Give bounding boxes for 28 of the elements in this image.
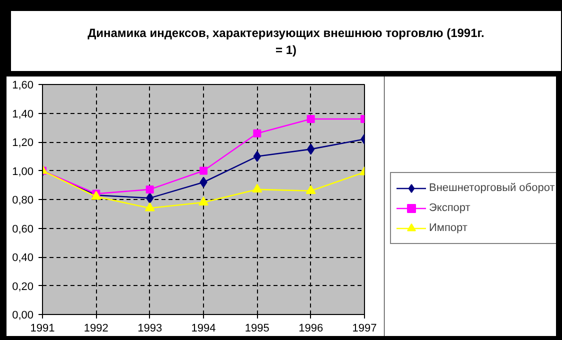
legend-label: Внешнеторговый оборот	[429, 181, 555, 195]
point	[253, 129, 262, 138]
point	[198, 196, 208, 206]
x-tick-label: 1994	[191, 322, 216, 334]
y-tick-label: 1,20	[12, 137, 34, 149]
point	[144, 202, 155, 212]
chart-title: Динамика индексов, характеризующих внешнюю торговлю (1991г. = 1)	[88, 25, 484, 60]
point	[146, 185, 154, 194]
point	[306, 115, 315, 123]
x-tick-label: 1991	[30, 322, 55, 334]
x-tick-label: 1995	[244, 322, 270, 334]
legend-label: Экспорт	[429, 201, 470, 215]
y-tick-label: 1,40	[12, 108, 34, 120]
y-tick-label: 0,00	[12, 310, 34, 322]
y-tick-label: 1,00	[12, 166, 34, 178]
y-tick-label: 0,20	[12, 280, 34, 293]
x-tick-label: 1997	[352, 322, 377, 334]
point	[252, 184, 262, 193]
point	[306, 185, 316, 194]
y-tick-label: 0,40	[12, 252, 34, 264]
x-tick-label: 1992	[84, 322, 108, 334]
legend-label: Импорт	[429, 221, 468, 235]
y-tick-label: 0,80	[12, 194, 34, 206]
y-tick-label: 1,60	[12, 80, 34, 92]
point	[200, 166, 208, 175]
y-tick-label: 0,60	[12, 223, 34, 236]
x-tick-label: 1996	[298, 322, 324, 334]
x-tick-label: 1993	[138, 322, 162, 334]
